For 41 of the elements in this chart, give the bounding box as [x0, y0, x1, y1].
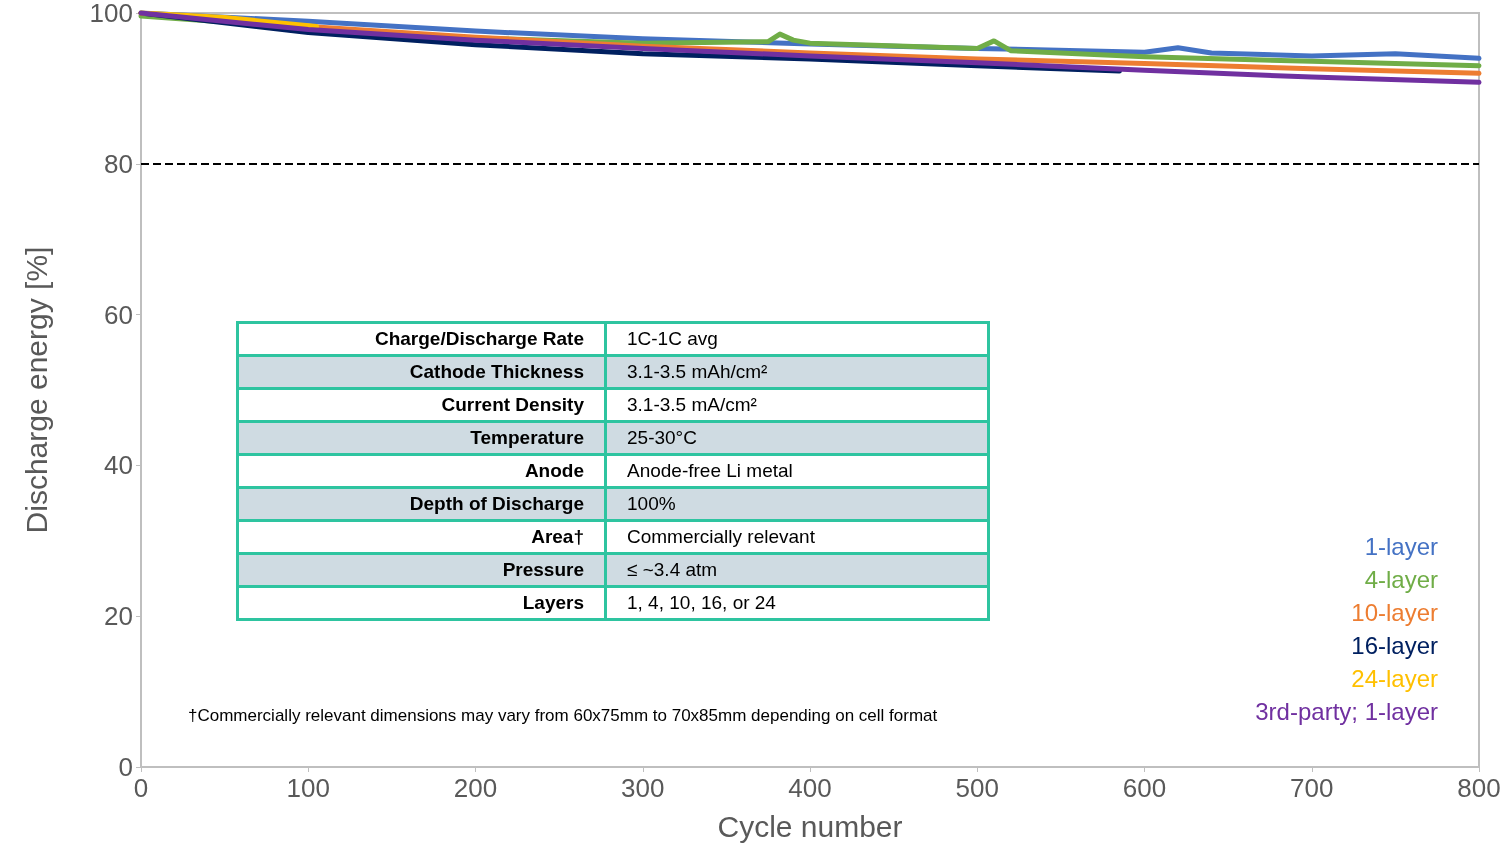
annotation: 1, 4, 10, 16, or 24 [605, 586, 989, 620]
y-tick-label: 100 [89, 0, 133, 28]
y-tick-label: 20 [104, 601, 133, 632]
annotation: †Commercially relevant dimensions may vary from 60x75mm to 70x85mm depending on cell format [188, 706, 938, 726]
x-tick-label: 500 [955, 773, 999, 803]
x-tick-label: 400 [788, 773, 832, 803]
text: 4-layer [1364, 565, 1439, 593]
annotation: Cathode Thickness [237, 355, 606, 389]
x-tick-label: 200 [453, 773, 498, 803]
annotation: 1C-1C avg [605, 322, 989, 356]
annotation: Commercially relevant [605, 520, 989, 554]
x-tick-label: 300 [621, 773, 665, 803]
text: 10-layer [1351, 598, 1438, 626]
annotation: Depth of Discharge [237, 487, 606, 521]
annotation: Current Density [237, 388, 606, 422]
annotation: ≤ ~3.4 atm [605, 553, 989, 587]
text: 1-layer [1364, 532, 1439, 560]
annotation: 3.1-3.5 mAh/cm² [605, 355, 989, 389]
annotation: 3.1-3.5 mA/cm² [605, 388, 989, 422]
annotation: 25-30°C [605, 421, 989, 455]
annotation: Anode [237, 454, 606, 488]
y-tick-label: 60 [104, 299, 133, 330]
annotation: Pressure [237, 553, 606, 587]
annotation: Temperature [237, 421, 606, 455]
annotation: Area† [237, 520, 606, 554]
annotation: Anode-free Li metal [605, 454, 989, 488]
y-tick-label: 0 [118, 752, 133, 782]
x-tick-label: 700 [1290, 773, 1334, 803]
annotation: 100% [605, 487, 989, 521]
y-tick-label: 80 [104, 148, 133, 179]
x-tick-label: 600 [1122, 773, 1167, 803]
text: 24-layer [1351, 664, 1438, 692]
annotation: Charge/Discharge Rate [237, 322, 606, 356]
x-tick-label: 800 [1457, 773, 1501, 803]
annotation: Layers [237, 586, 606, 620]
text: 16-layer [1351, 631, 1438, 659]
x-axis-title: Cycle number [717, 809, 903, 843]
y-axis-title: Discharge energy [%] [19, 246, 53, 534]
text: 3rd-party; 1-layer [1255, 697, 1438, 725]
y-tick-label: 40 [104, 450, 133, 481]
x-tick-label: 100 [286, 773, 330, 803]
